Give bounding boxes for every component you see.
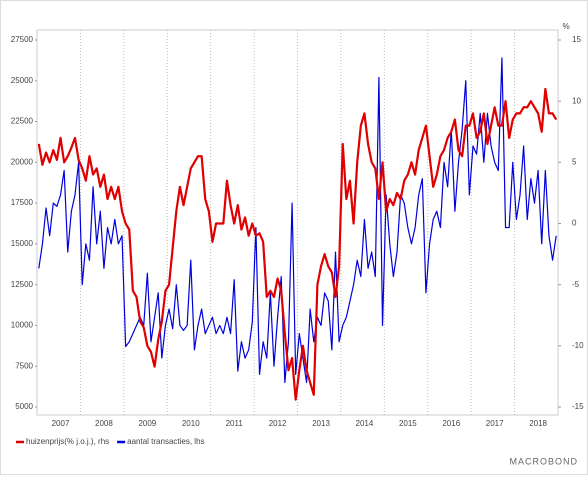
legend-label: huizenprijs(% j.o.j.), rhs <box>26 437 109 446</box>
x-tick-label: 2017 <box>486 419 504 428</box>
y2-tick-label: 5 <box>572 157 577 166</box>
y-tick-label: 20000 <box>11 157 34 166</box>
y-tick-label: 12500 <box>11 280 34 289</box>
x-tick-label: 2018 <box>529 419 547 428</box>
x-tick-label: 2014 <box>356 419 374 428</box>
y2-tick-label: -10 <box>572 341 584 350</box>
y-tick-label: 25000 <box>11 76 34 85</box>
y-tick-label: 10000 <box>11 321 34 330</box>
x-tick-label: 2013 <box>312 419 330 428</box>
series-line <box>38 57 557 384</box>
x-tick-label: 2007 <box>52 419 70 428</box>
x-tick-label: 2016 <box>442 419 460 428</box>
x-tick-label: 2015 <box>399 419 417 428</box>
y-tick-label: 22500 <box>11 117 34 126</box>
y2-axis-label: % <box>562 22 569 31</box>
y2-tick-label: 10 <box>572 96 581 105</box>
y-tick-label: 7500 <box>15 361 33 370</box>
x-tick-label: 2010 <box>182 419 200 428</box>
x-tick-label: 2011 <box>226 419 244 428</box>
legend-label: aantal transacties, lhs <box>127 437 204 446</box>
brand: MACROBOND <box>509 456 578 466</box>
y2-tick-label: 15 <box>572 35 581 44</box>
y2-tick-label: -15 <box>572 402 584 411</box>
series-line <box>37 87 558 401</box>
x-tick-label: 2012 <box>269 419 287 428</box>
y-tick-label: 5000 <box>15 402 33 411</box>
x-tick-label: 2009 <box>138 419 156 428</box>
y-tick-label: 17500 <box>11 198 34 207</box>
y2-tick-label: -5 <box>572 280 580 289</box>
x-tick-label: 2008 <box>95 419 113 428</box>
y2-tick-label: 0 <box>572 219 577 228</box>
y-tick-label: 27500 <box>11 35 34 44</box>
y-tick-label: 15000 <box>11 239 34 248</box>
